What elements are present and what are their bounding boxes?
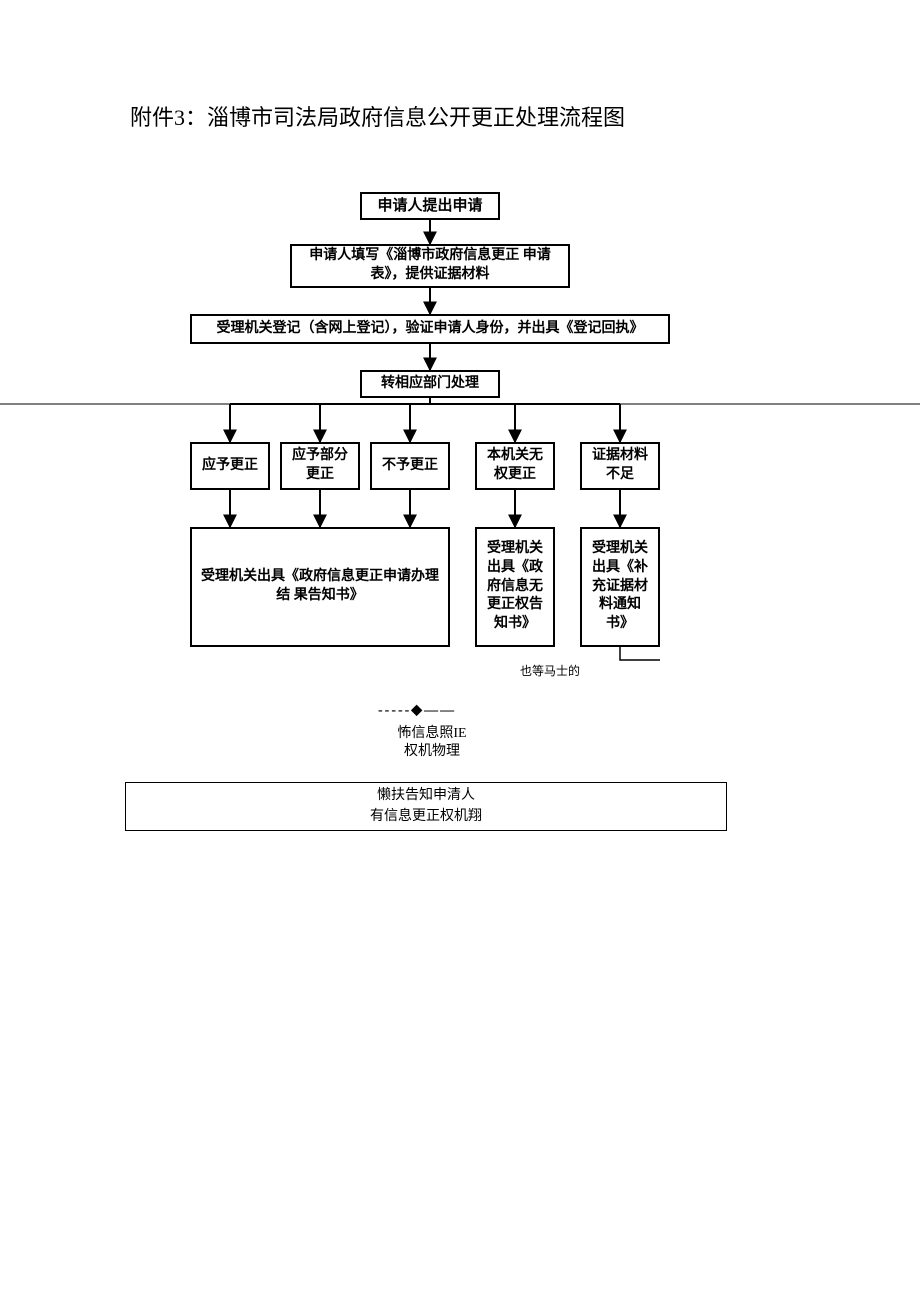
branch-partial-correct: 应予部分 更正 xyxy=(280,442,360,490)
branch-no-authority: 本机关无 权更正 xyxy=(475,442,555,490)
result-no-authority: 受理机关 出具《政 府信息无 更正权告 知书》 xyxy=(475,527,555,647)
branch-insufficient: 证据材料 不足 xyxy=(580,442,660,490)
branch-no-correct: 不予更正 xyxy=(370,442,450,490)
node-fill-form: 申请人填写《淄博市政府信息更正 申请表》，提供证据材料 xyxy=(290,244,570,288)
result-supplement: 受理机关 出具《补 充证据材 料通知 书》 xyxy=(580,527,660,647)
bottom-notice-box: 懒扶告知申清人 有信息更正权机翔 xyxy=(125,782,727,831)
bottom-line1: 懒扶告知申清人 xyxy=(126,785,726,806)
diamond-sub2: 权机物理 xyxy=(372,740,492,760)
branch-correct: 应予更正 xyxy=(190,442,270,490)
diamond-line: -----◆—— xyxy=(378,702,456,719)
node-apply: 申请人提出申请 xyxy=(360,192,500,220)
page-title: 附件3：淄博市司法局政府信息公开更正处理流程图 xyxy=(130,100,920,132)
node-register: 受理机关登记（含网上登记），验证申请人身份，并出具《登记回执》 xyxy=(190,314,670,344)
bottom-line2: 有信息更正权机翔 xyxy=(126,806,726,827)
node-forward: 转相应部门处理 xyxy=(360,370,500,398)
diamond-sub1: 怖信息照IE xyxy=(372,722,492,742)
stray-caption: 也等马士的 xyxy=(520,662,580,679)
result-notice: 受理机关出具《政府信息更正申请办理结 果告知书》 xyxy=(190,527,450,647)
flowchart: 申请人提出申请 申请人填写《淄博市政府信息更正 申请表》，提供证据材料 受理机关… xyxy=(0,192,920,732)
